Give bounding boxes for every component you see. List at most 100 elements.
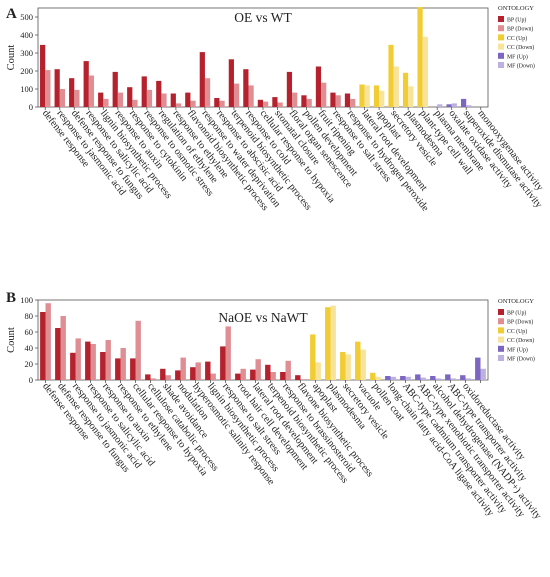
bar-down xyxy=(90,344,96,380)
bar-down xyxy=(204,78,211,107)
bar-down xyxy=(466,105,472,107)
y-tick-label: 80 xyxy=(25,311,34,321)
legend-swatch xyxy=(498,34,504,41)
bar-down xyxy=(146,89,153,107)
legend-swatch xyxy=(498,52,504,59)
legend-title: ONTOLOGY xyxy=(498,5,534,12)
bar-up xyxy=(402,72,409,107)
plot-frame xyxy=(37,299,489,381)
bar-down xyxy=(240,368,246,380)
bar-up xyxy=(461,98,467,107)
bar-up xyxy=(286,71,293,107)
bar-up xyxy=(257,99,263,107)
bar-up xyxy=(385,376,391,380)
legend-entry: MF (Down) xyxy=(507,63,535,70)
bar-down xyxy=(451,103,457,107)
bar-up xyxy=(55,328,61,380)
bar-down xyxy=(219,100,225,107)
bar-up xyxy=(400,376,406,380)
bar-down xyxy=(420,377,426,380)
bar-up xyxy=(250,369,256,380)
legend-swatch xyxy=(498,309,504,315)
legend-entry: MF (Down) xyxy=(507,356,535,363)
bar-up xyxy=(205,361,211,380)
bar-up xyxy=(85,341,91,380)
bar-down xyxy=(270,372,276,380)
bar-up xyxy=(417,7,423,108)
bar-up xyxy=(460,375,466,380)
bar-up xyxy=(355,341,361,380)
legend-swatch xyxy=(498,345,504,352)
y-tick-label: 0 xyxy=(29,102,33,112)
legend: ONTOLOGY BP (Up) BP (Down) CC (Up) CC (Down)… xyxy=(498,298,535,363)
bar-up xyxy=(40,312,46,380)
legend-swatch xyxy=(498,318,504,325)
bar-up xyxy=(199,52,205,107)
bar-down xyxy=(74,89,80,107)
bar-up xyxy=(185,92,191,107)
legend-entry: MF (Up) xyxy=(507,346,528,353)
legend-title: ONTOLOGY xyxy=(498,298,534,305)
bar-up xyxy=(340,352,346,380)
bar-up xyxy=(228,59,234,107)
bar-down xyxy=(408,86,414,107)
bar-up xyxy=(280,372,286,380)
bar-up xyxy=(445,374,451,380)
bar-down xyxy=(437,104,443,107)
bar-up xyxy=(359,84,365,107)
bar-up xyxy=(295,375,301,380)
bar-down xyxy=(60,316,66,380)
bar-up xyxy=(160,368,166,380)
bar-down xyxy=(292,92,298,107)
bar-up xyxy=(156,80,162,107)
bar-up xyxy=(265,364,271,380)
bar-up xyxy=(325,307,331,380)
bar-down xyxy=(45,70,51,107)
y-tick-label: 500 xyxy=(20,12,33,22)
bar-down xyxy=(422,36,428,107)
bar-up xyxy=(315,66,322,107)
legend-entry: CC (Up) xyxy=(507,328,527,335)
bar-down xyxy=(330,305,336,380)
bar-down xyxy=(405,376,411,380)
bar-up xyxy=(112,71,118,107)
bar-up xyxy=(69,78,75,107)
bar-down xyxy=(379,90,385,107)
bar-up xyxy=(430,376,436,380)
bar-down xyxy=(345,354,351,380)
bar-up xyxy=(141,76,147,107)
legend-swatch xyxy=(498,336,504,343)
bar-up xyxy=(475,357,481,380)
y-tick-label: 100 xyxy=(20,295,33,305)
legend-swatch xyxy=(498,43,504,50)
legend-entry: MF (Up) xyxy=(507,53,528,60)
panel-b-label: B xyxy=(6,290,16,306)
bar-down xyxy=(132,99,138,107)
bar-up xyxy=(127,87,133,107)
bar-down xyxy=(263,101,269,107)
bar-down xyxy=(233,83,240,107)
bar-down xyxy=(103,98,109,107)
bar-up xyxy=(115,358,121,380)
bar-down xyxy=(360,349,366,380)
bar-up xyxy=(214,98,220,107)
bar-up xyxy=(235,373,241,380)
chart-title: NaOE vs NaWT xyxy=(218,310,308,325)
bar-up xyxy=(415,374,421,380)
legend-swatch xyxy=(498,62,504,68)
bar-down xyxy=(255,359,261,380)
bar-down xyxy=(225,326,231,380)
y-tick-label: 40 xyxy=(25,343,34,353)
bar-up xyxy=(83,61,89,107)
bar-up xyxy=(145,374,151,380)
bar-up xyxy=(344,93,351,107)
legend-entry: CC (Down) xyxy=(507,44,534,51)
bar-down xyxy=(315,362,321,380)
bar-up xyxy=(301,95,307,107)
legend-entry: BP (Up) xyxy=(507,17,526,24)
legend-swatch xyxy=(498,355,504,361)
bar-down xyxy=(335,95,341,107)
legend-entry: CC (Up) xyxy=(507,35,527,42)
legend-entry: BP (Up) xyxy=(507,310,526,317)
y-axis-label: Count xyxy=(6,45,17,71)
